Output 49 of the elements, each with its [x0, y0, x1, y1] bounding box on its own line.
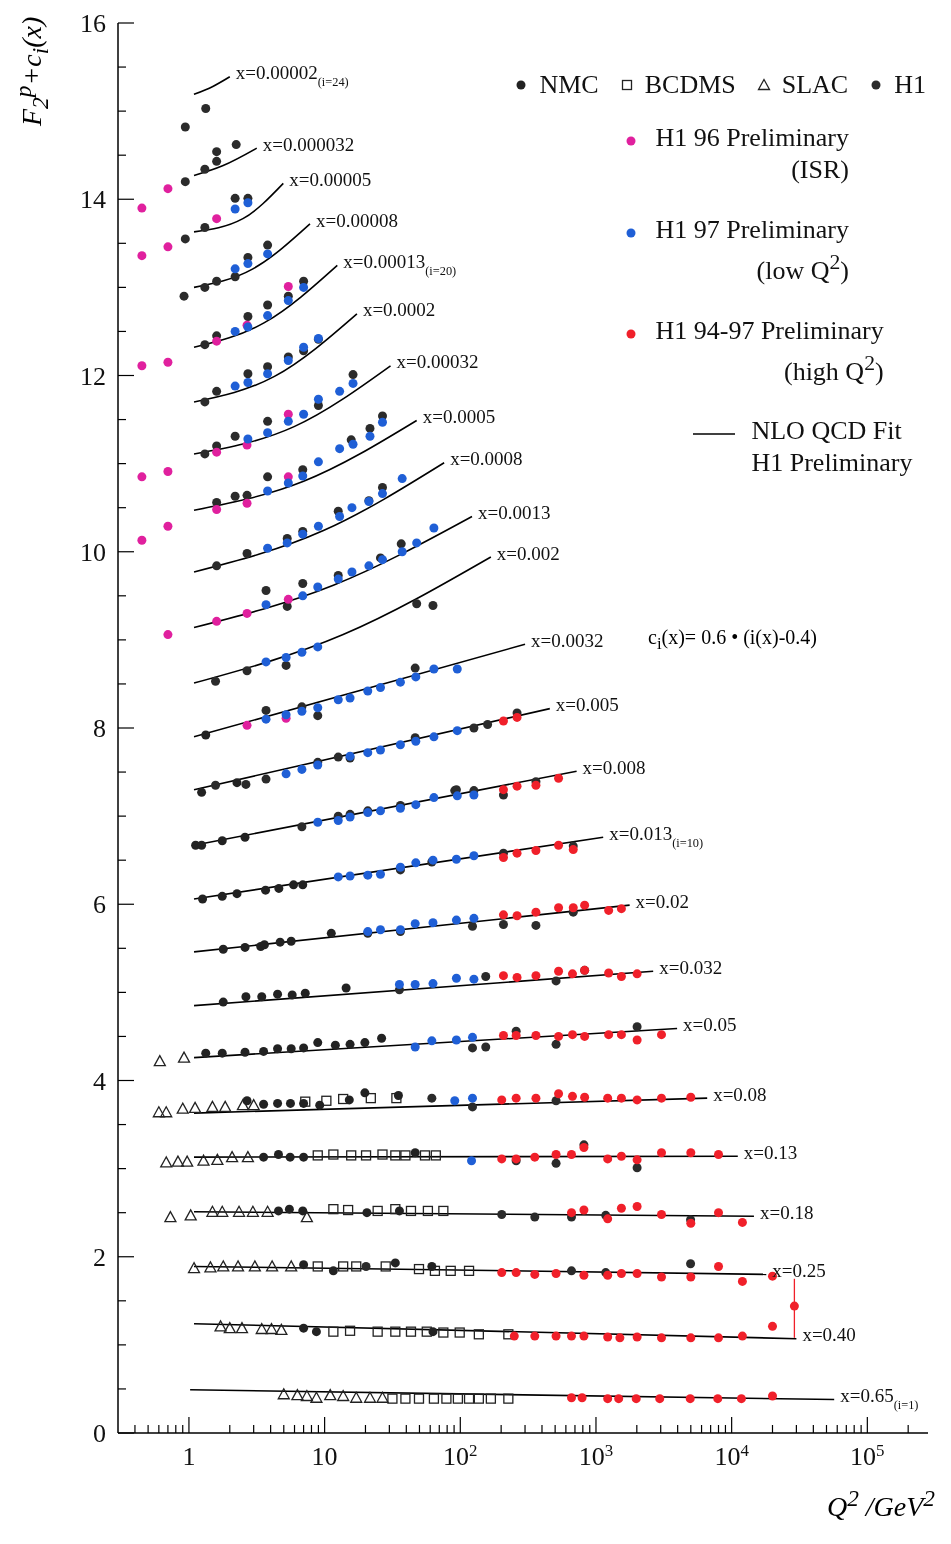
- annotation: x=0.08: [713, 1083, 767, 1105]
- legend-label: H1: [894, 70, 926, 100]
- y-tick-label: 12: [80, 361, 106, 391]
- annotation: x=0.032: [659, 956, 723, 978]
- annotation: x=0.00002$_{(i=24)}$: [235, 62, 349, 90]
- y-tick-label: 0: [93, 1419, 106, 1449]
- annotation: x=0.0002: [362, 299, 436, 321]
- annotation: x=0.00032: [396, 351, 479, 373]
- annotation: x=0.0005: [422, 406, 496, 428]
- annotation: x=0.02: [635, 890, 690, 912]
- x-tick-label: 1: [182, 1442, 196, 1471]
- x-axis-title: Q$^{2}$ /GeV$^{2}$: [826, 1485, 935, 1524]
- x-tick-label: 10$^{2}$: [443, 1440, 478, 1471]
- y-tick-label: 2: [93, 1242, 106, 1272]
- annotation: x=0.005: [555, 694, 619, 716]
- annotation: x=0.00013$_{(i=20)}$: [343, 250, 457, 278]
- annotation: x=0.00008: [315, 209, 398, 231]
- annotation: x=0.000032: [262, 133, 355, 155]
- legend-label: H1 96 Preliminary (ISR): [655, 122, 849, 186]
- annotation: x=0.65$_{(i=1)}$: [840, 1385, 919, 1413]
- y-tick-label: 14: [80, 185, 106, 215]
- annotation: x=0.13: [743, 1141, 798, 1163]
- annotation: x=0.002: [496, 542, 560, 564]
- legend-label: H1 97 Preliminary (low Q$^{2}$): [655, 214, 849, 287]
- annotation: x=0.25: [772, 1260, 826, 1282]
- annotation: x=0.0008: [450, 448, 523, 470]
- legend-label: NMC: [539, 70, 599, 100]
- legend-label: NLO QCD Fit H1 Preliminary: [751, 415, 913, 480]
- annotation: x=0.008: [582, 756, 646, 778]
- y-tick-label: 16: [80, 9, 106, 39]
- annotation: x=0.40: [802, 1324, 856, 1346]
- annotation: x=0.05: [683, 1014, 737, 1036]
- x-tick-label: 10: [311, 1442, 338, 1471]
- annotation: c$_{i}$(x)= 0.6 • (i(x)-0.4): [648, 626, 817, 654]
- annotation: x=0.18: [759, 1201, 814, 1223]
- x-tick-label: 10$^{3}$: [578, 1440, 614, 1471]
- annotation: x=0.0013: [478, 502, 551, 524]
- y-tick-label: 10: [80, 537, 106, 567]
- x-tick-label: 10$^{4}$: [714, 1440, 750, 1471]
- annotation: x=0.00005: [289, 169, 372, 191]
- y-tick-label: 6: [93, 890, 106, 920]
- legend-label: SLAC: [781, 70, 849, 100]
- y-tick-label: 4: [93, 1066, 106, 1096]
- annotation: x=0.0032: [531, 629, 604, 651]
- legend-label: H1 94-97 Preliminary (high Q$^{2}$): [655, 314, 884, 388]
- legend-label: BCDMS: [644, 70, 736, 100]
- y-tick-label: 8: [93, 714, 106, 744]
- annotation: x=0.013$_{(i=10)}$: [609, 822, 704, 850]
- x-tick-label: 10$^{5}$: [850, 1440, 885, 1471]
